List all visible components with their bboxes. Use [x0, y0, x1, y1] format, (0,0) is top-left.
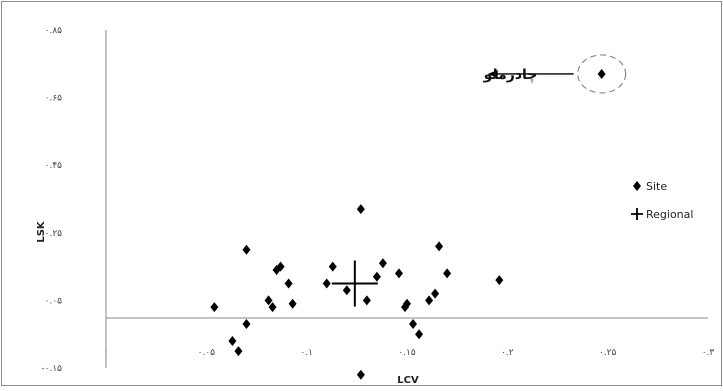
y-tick-label: -۰.۱۵ — [41, 364, 62, 374]
site-point — [425, 295, 434, 306]
data-points — [210, 68, 606, 380]
regional-point — [331, 260, 378, 307]
legend: Site Regional — [631, 180, 693, 221]
site-point — [362, 295, 371, 306]
x-axis-title: LCV — [397, 375, 419, 386]
site-point — [268, 302, 277, 313]
y-tick-label: ۰.۸۵ — [45, 26, 63, 36]
site-point — [431, 288, 440, 299]
x-tick-label: ۰.۳ — [702, 348, 715, 358]
site-point — [435, 241, 444, 252]
y-tick-label: ۰.۴۵ — [45, 161, 63, 171]
legend-label-site: Site — [646, 180, 667, 193]
site-point — [356, 369, 365, 380]
site-point — [372, 271, 381, 282]
legend-item-site: Site — [633, 180, 667, 193]
site-point — [597, 68, 606, 79]
x-tick-label: ‪·‬ — [105, 348, 108, 358]
site-point — [328, 261, 337, 272]
x-tick-label: ۰.۱ — [300, 348, 313, 358]
site-point — [242, 244, 251, 255]
site-point — [378, 258, 387, 269]
x-tick-label: ۰.۲۵ — [599, 348, 617, 358]
highlight-circle — [577, 54, 627, 94]
site-point — [356, 204, 365, 215]
site-point — [276, 261, 285, 272]
site-point — [415, 329, 424, 340]
annotation-label: چادرملو — [483, 67, 538, 83]
site-point — [322, 278, 331, 289]
site-point — [403, 298, 411, 309]
site-point — [242, 319, 251, 330]
cross-icon — [631, 208, 643, 220]
x-tick-label: ۰.۱۵ — [398, 348, 416, 358]
site-point — [264, 295, 273, 306]
arrowhead-icon — [487, 69, 498, 78]
y-axis-title: LSK — [36, 220, 47, 243]
site-point — [228, 335, 237, 346]
site-point — [288, 298, 297, 309]
diamond-icon — [633, 181, 641, 191]
site-point — [284, 278, 293, 289]
y-tick-label: ۰.۶۵ — [45, 94, 63, 104]
x-tick-label: ۰.۲ — [501, 348, 514, 358]
y-tick-labels: ۰.۸۵ ۰.۶۵ ۰.۴۵ ۰.۲۵ ۰.۰۵ -۰.۱۵ — [41, 26, 62, 374]
site-point — [234, 346, 243, 357]
y-tick-label: ۰.۲۵ — [45, 229, 63, 239]
site-point — [342, 285, 351, 296]
site-point — [409, 319, 418, 330]
x-tick-labels: ‪·‬ ۰.۰۵ ۰.۱ ۰.۱۵ ۰.۲ ۰.۲۵ ۰.۳ — [105, 348, 715, 358]
y-tick-label: ۰.۰۵ — [45, 296, 63, 306]
legend-label-regional: Regional — [646, 208, 693, 221]
site-point — [210, 302, 219, 313]
site-point — [495, 275, 504, 286]
annotation-group: چادرملو — [483, 54, 627, 94]
site-point — [394, 268, 403, 279]
legend-item-regional: Regional — [631, 208, 693, 221]
x-tick-label: ۰.۰۵ — [198, 348, 216, 358]
site-point — [443, 268, 452, 279]
